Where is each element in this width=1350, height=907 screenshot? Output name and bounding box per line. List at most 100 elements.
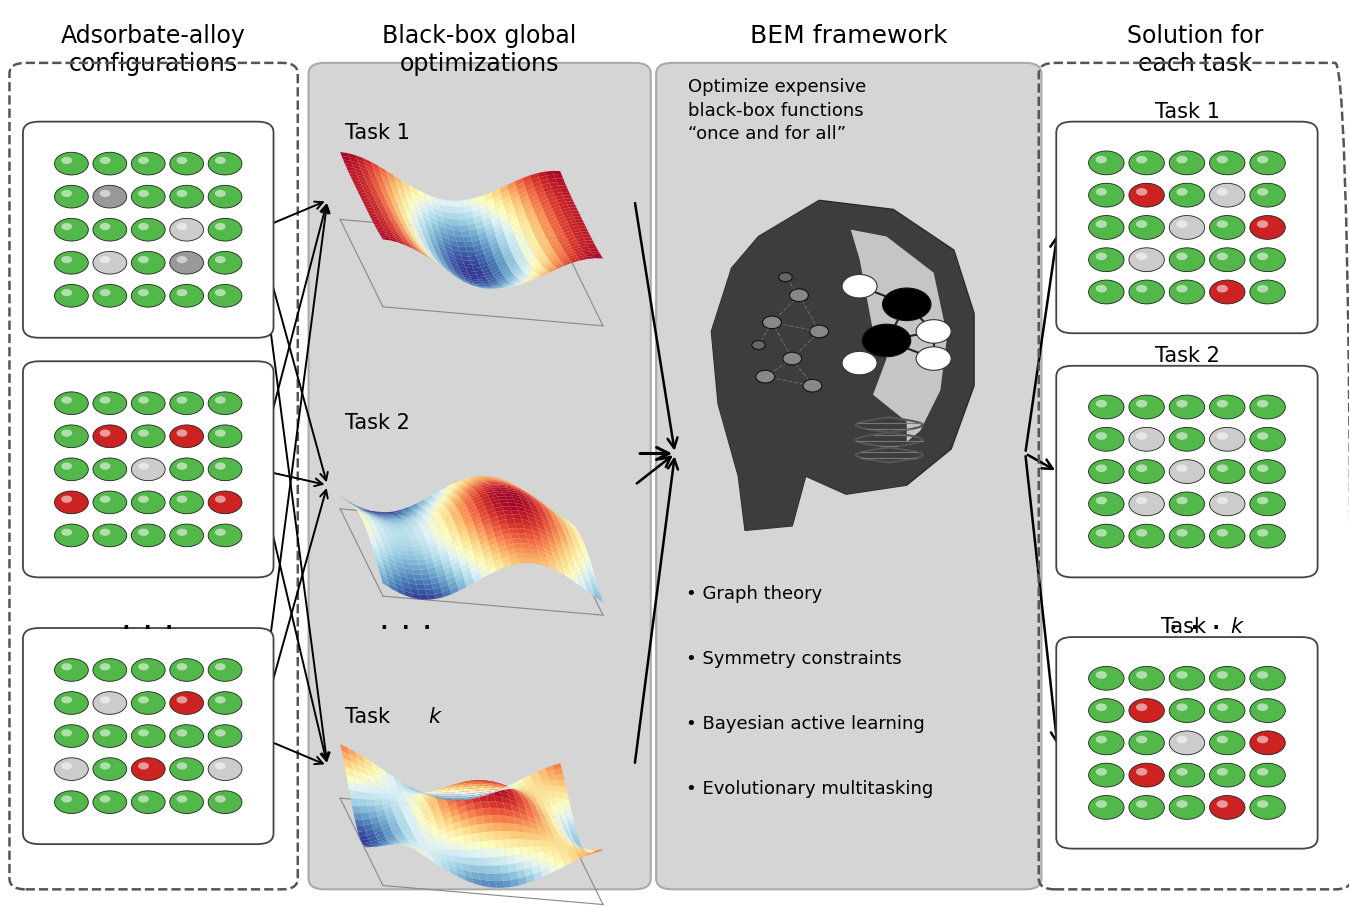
Polygon shape xyxy=(366,180,375,187)
Polygon shape xyxy=(517,783,526,786)
Polygon shape xyxy=(397,566,406,573)
Polygon shape xyxy=(427,815,435,824)
Polygon shape xyxy=(447,798,456,806)
Polygon shape xyxy=(418,502,428,507)
Polygon shape xyxy=(409,803,418,810)
Circle shape xyxy=(1129,731,1164,755)
Circle shape xyxy=(1129,427,1164,451)
Polygon shape xyxy=(536,252,545,260)
Polygon shape xyxy=(379,532,387,539)
Polygon shape xyxy=(367,519,375,526)
Polygon shape xyxy=(425,791,433,793)
Polygon shape xyxy=(358,799,367,806)
Polygon shape xyxy=(462,568,471,578)
Polygon shape xyxy=(555,523,564,533)
Polygon shape xyxy=(549,512,558,519)
Polygon shape xyxy=(387,558,397,566)
Polygon shape xyxy=(529,543,537,551)
Polygon shape xyxy=(566,815,575,826)
Polygon shape xyxy=(481,570,489,579)
Circle shape xyxy=(208,285,242,307)
Polygon shape xyxy=(525,491,535,497)
Polygon shape xyxy=(378,788,387,795)
Polygon shape xyxy=(385,199,394,209)
Polygon shape xyxy=(494,483,504,484)
Polygon shape xyxy=(452,814,460,824)
Circle shape xyxy=(1250,151,1285,175)
Polygon shape xyxy=(564,836,572,844)
Polygon shape xyxy=(369,515,378,520)
Circle shape xyxy=(1135,704,1148,711)
Circle shape xyxy=(131,392,165,414)
Polygon shape xyxy=(417,838,425,843)
Polygon shape xyxy=(464,518,472,526)
Polygon shape xyxy=(504,839,512,848)
Polygon shape xyxy=(431,829,439,836)
Circle shape xyxy=(61,396,72,404)
Polygon shape xyxy=(486,780,494,782)
Polygon shape xyxy=(440,498,450,502)
Polygon shape xyxy=(481,281,490,284)
Polygon shape xyxy=(555,801,564,810)
Polygon shape xyxy=(512,847,521,855)
Polygon shape xyxy=(427,227,436,237)
Polygon shape xyxy=(482,849,491,858)
Polygon shape xyxy=(404,786,413,791)
Polygon shape xyxy=(528,214,537,223)
Polygon shape xyxy=(544,209,554,216)
Polygon shape xyxy=(382,214,391,220)
Polygon shape xyxy=(452,512,460,519)
Polygon shape xyxy=(512,538,521,543)
Polygon shape xyxy=(535,782,543,786)
Polygon shape xyxy=(539,830,547,837)
Polygon shape xyxy=(562,525,570,535)
Circle shape xyxy=(93,491,127,513)
Polygon shape xyxy=(448,484,456,490)
Polygon shape xyxy=(444,267,454,275)
Polygon shape xyxy=(491,487,501,490)
Polygon shape xyxy=(401,843,410,844)
Polygon shape xyxy=(459,268,468,274)
Polygon shape xyxy=(370,787,379,794)
Polygon shape xyxy=(563,517,572,523)
Polygon shape xyxy=(425,238,433,248)
Polygon shape xyxy=(456,796,466,798)
Polygon shape xyxy=(451,562,460,571)
Polygon shape xyxy=(520,515,529,521)
Polygon shape xyxy=(593,254,602,256)
Circle shape xyxy=(100,663,111,670)
Polygon shape xyxy=(508,285,517,288)
Polygon shape xyxy=(431,256,439,264)
Polygon shape xyxy=(556,823,566,832)
Polygon shape xyxy=(540,555,548,563)
Polygon shape xyxy=(558,236,567,242)
Polygon shape xyxy=(491,189,501,198)
Polygon shape xyxy=(392,547,400,554)
Polygon shape xyxy=(539,255,547,262)
Polygon shape xyxy=(535,497,543,503)
Polygon shape xyxy=(568,239,578,244)
Polygon shape xyxy=(413,528,421,532)
Polygon shape xyxy=(509,242,518,251)
Polygon shape xyxy=(539,502,548,509)
Polygon shape xyxy=(408,579,416,585)
Polygon shape xyxy=(466,782,475,785)
Polygon shape xyxy=(363,173,371,180)
Circle shape xyxy=(131,757,165,780)
Polygon shape xyxy=(396,211,405,222)
Polygon shape xyxy=(412,828,421,835)
Polygon shape xyxy=(572,847,582,849)
Polygon shape xyxy=(525,496,533,502)
Circle shape xyxy=(177,463,188,470)
Polygon shape xyxy=(412,247,421,253)
Polygon shape xyxy=(443,241,452,249)
Polygon shape xyxy=(381,223,389,228)
Polygon shape xyxy=(524,553,533,559)
Circle shape xyxy=(1257,400,1268,407)
Polygon shape xyxy=(412,506,420,511)
Polygon shape xyxy=(509,186,517,195)
Polygon shape xyxy=(396,519,405,521)
Polygon shape xyxy=(493,489,502,492)
Circle shape xyxy=(131,458,165,481)
Polygon shape xyxy=(433,493,441,498)
